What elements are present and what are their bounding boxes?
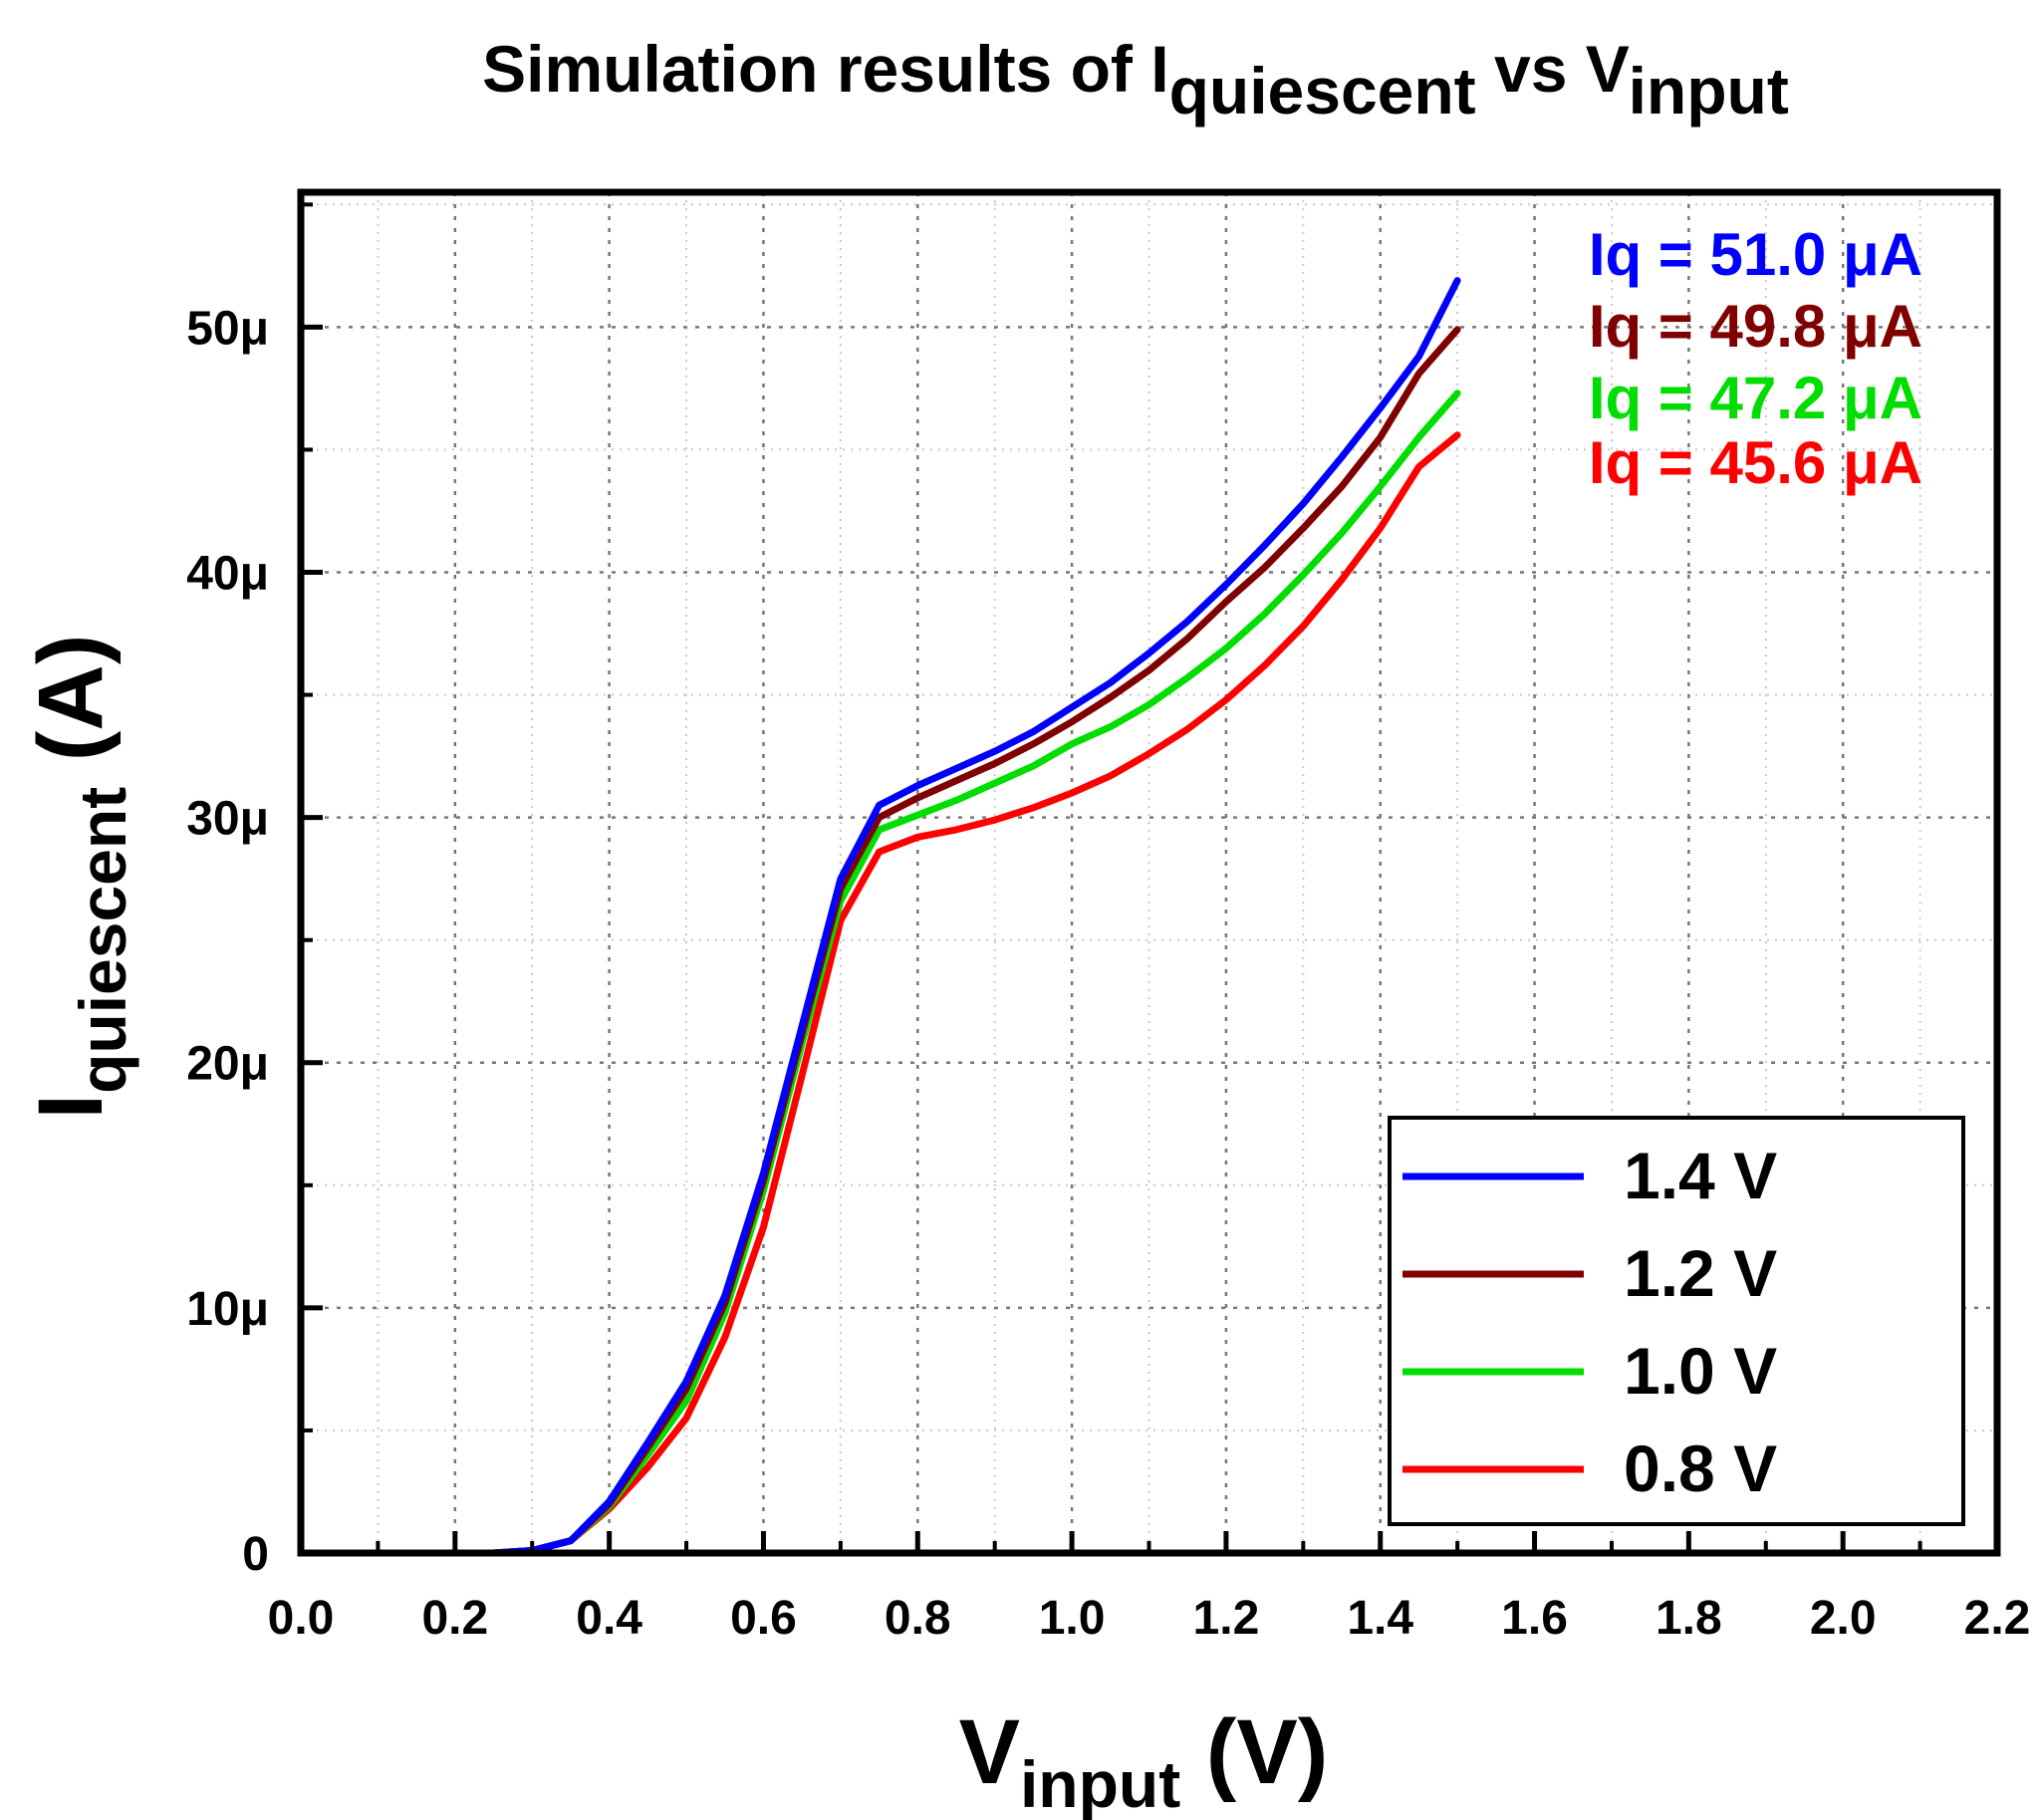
series-line-0-8-V [297,431,1461,1557]
y-tick-label: 0 [242,1528,269,1581]
series-line-1-4-V [297,277,1461,1557]
y-tick-label: 10μ [186,1283,269,1336]
x-tick-label: 0.4 [576,1592,642,1645]
x-tick-label: 0.8 [885,1592,951,1645]
x-tick-label: 1.6 [1501,1592,1568,1645]
x-tick-label: 1.8 [1656,1592,1722,1645]
iq-annotations: Iq = 51.0 μA Iq = 49.8 μA Iq = 47.2 μA I… [1589,221,1922,496]
y-axis-label: Iquiescent (A) [20,635,139,1120]
y-tick-label: 20μ [186,1038,269,1091]
y-tick-labels: 0 10μ 20μ 30μ 40μ 50μ [186,302,269,1581]
annotation-iq-3: Iq = 47.2 μA [1589,365,1922,431]
series-line-1-0-V [297,390,1461,1557]
x-tick-label: 0.6 [730,1592,797,1645]
axis-ticks [298,202,2000,1556]
x-tick-label: 1.4 [1347,1592,1413,1645]
data-series [297,277,1461,1557]
y-tick-label: 50μ [186,302,269,355]
x-tick-label: 2.0 [1810,1592,1877,1645]
x-tick-label: 1.0 [1039,1592,1106,1645]
x-tick-label: 2.2 [1964,1592,2031,1645]
legend-label-3: 1.0 V [1624,1334,1777,1408]
legend-label-4: 0.8 V [1624,1431,1777,1505]
legend: 1.4 V 1.2 V 1.0 V 0.8 V [1388,1116,1965,1526]
x-axis-label: Vinput (V) [959,1701,1329,1820]
annotation-iq-4: Iq = 45.6 μA [1589,429,1922,496]
annotation-iq-1: Iq = 51.0 μA [1589,221,1922,288]
x-tick-label: 0.0 [268,1592,335,1645]
x-tick-label: 1.2 [1193,1592,1260,1645]
x-tick-labels: 0.0 0.2 0.4 0.6 0.8 1.0 1.2 1.4 1.6 1.8 2.0 2.2 [268,1592,2031,1645]
annotation-iq-2: Iq = 49.8 μA [1589,293,1922,360]
chart-title: Simulation results of Iquiescent vs Vinp… [482,32,1789,128]
legend-label-2: 1.2 V [1624,1236,1777,1310]
legend-box [1388,1116,1965,1526]
legend-label-1: 1.4 V [1624,1139,1777,1212]
x-tick-label: 0.2 [421,1592,488,1645]
y-tick-label: 30μ [186,793,269,846]
y-tick-label: 40μ [186,547,269,600]
series-line-1-2-V [297,326,1461,1557]
